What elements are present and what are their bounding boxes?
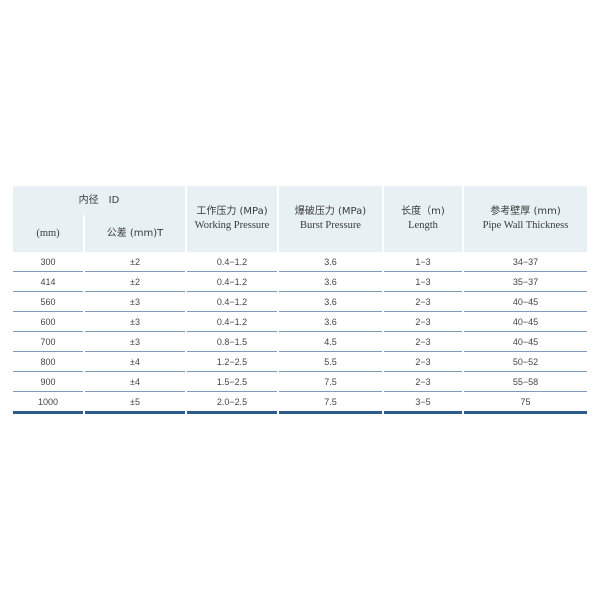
table-row: 300 ±2 0.4−1.2 3.6 1−3 34−37 xyxy=(13,252,587,272)
cell-working-pressure: 2.0−2.5 xyxy=(187,392,277,414)
cell-wall-thickness: 50−52 xyxy=(464,352,587,372)
cell-tolerance: ±2 xyxy=(85,252,185,272)
table-row: 700 ±3 0.8−1.5 4.5 2−3 40−45 xyxy=(13,332,587,352)
cell-id: 600 xyxy=(13,312,83,332)
cell-id: 560 xyxy=(13,292,83,312)
table-row: 414 ±2 0.4−1.2 3.6 1−3 35−37 xyxy=(13,272,587,292)
cell-burst-pressure: 3.6 xyxy=(279,272,382,292)
cell-length: 2−3 xyxy=(384,292,462,312)
cell-length: 2−3 xyxy=(384,312,462,332)
cell-tolerance: ±3 xyxy=(85,332,185,352)
cell-working-pressure: 0.4−1.2 xyxy=(187,292,277,312)
cell-burst-pressure: 3.6 xyxy=(279,312,382,332)
cell-tolerance: ±2 xyxy=(85,272,185,292)
table-row: 800 ±4 1.2−2.5 5.5 2−3 50−52 xyxy=(13,352,587,372)
cell-length: 1−3 xyxy=(384,272,462,292)
header-tolerance: 公差 (mm)T xyxy=(85,215,185,252)
cell-wall-thickness: 40−45 xyxy=(464,332,587,352)
cell-working-pressure: 1.5−2.5 xyxy=(187,372,277,392)
cell-working-pressure: 1.2−2.5 xyxy=(187,352,277,372)
header-id-mm: (mm) xyxy=(13,215,83,252)
cell-working-pressure: 0.4−1.2 xyxy=(187,312,277,332)
cell-id: 700 xyxy=(13,332,83,352)
table-row: 900 ±4 1.5−2.5 7.5 2−3 55−58 xyxy=(13,372,587,392)
table-row: 1000 ±5 2.0−2.5 7.5 3−5 75 xyxy=(13,392,587,414)
cell-burst-pressure: 3.6 xyxy=(279,292,382,312)
cell-tolerance: ±4 xyxy=(85,372,185,392)
header-working-pressure: 工作压力 (MPa) Working Pressure xyxy=(187,186,277,252)
pipe-spec-table: 内径 ID 工作压力 (MPa) Working Pressure 爆破压力 (M… xyxy=(11,186,589,414)
cell-id: 900 xyxy=(13,372,83,392)
cell-working-pressure: 0.4−1.2 xyxy=(187,252,277,272)
cell-wall-thickness: 40−45 xyxy=(464,292,587,312)
cell-length: 3−5 xyxy=(384,392,462,414)
header-inner-diameter: 内径 ID xyxy=(13,186,185,215)
header-wall-thickness: 参考壁厚 (mm) Pipe Wall Thickness xyxy=(464,186,587,252)
cell-wall-thickness: 34−37 xyxy=(464,252,587,272)
cell-tolerance: ±4 xyxy=(85,352,185,372)
cell-wall-thickness: 75 xyxy=(464,392,587,414)
cell-length: 2−3 xyxy=(384,372,462,392)
cell-working-pressure: 0.4−1.2 xyxy=(187,272,277,292)
table-row: 560 ±3 0.4−1.2 3.6 2−3 40−45 xyxy=(13,292,587,312)
cell-length: 2−3 xyxy=(384,332,462,352)
cell-tolerance: ±3 xyxy=(85,292,185,312)
cell-id: 1000 xyxy=(13,392,83,414)
cell-tolerance: ±5 xyxy=(85,392,185,414)
cell-tolerance: ±3 xyxy=(85,312,185,332)
cell-burst-pressure: 7.5 xyxy=(279,392,382,414)
cell-length: 1−3 xyxy=(384,252,462,272)
cell-wall-thickness: 35−37 xyxy=(464,272,587,292)
cell-wall-thickness: 40−45 xyxy=(464,312,587,332)
header-burst-pressure: 爆破压力 (MPa) Burst Pressure xyxy=(279,186,382,252)
cell-burst-pressure: 4.5 xyxy=(279,332,382,352)
cell-wall-thickness: 55−58 xyxy=(464,372,587,392)
header-length: 长度（m) Length xyxy=(384,186,462,252)
cell-id: 300 xyxy=(13,252,83,272)
cell-id: 414 xyxy=(13,272,83,292)
cell-length: 2−3 xyxy=(384,352,462,372)
cell-burst-pressure: 3.6 xyxy=(279,252,382,272)
cell-id: 800 xyxy=(13,352,83,372)
table-row: 600 ±3 0.4−1.2 3.6 2−3 40−45 xyxy=(13,312,587,332)
cell-burst-pressure: 7.5 xyxy=(279,372,382,392)
cell-burst-pressure: 5.5 xyxy=(279,352,382,372)
cell-working-pressure: 0.8−1.5 xyxy=(187,332,277,352)
